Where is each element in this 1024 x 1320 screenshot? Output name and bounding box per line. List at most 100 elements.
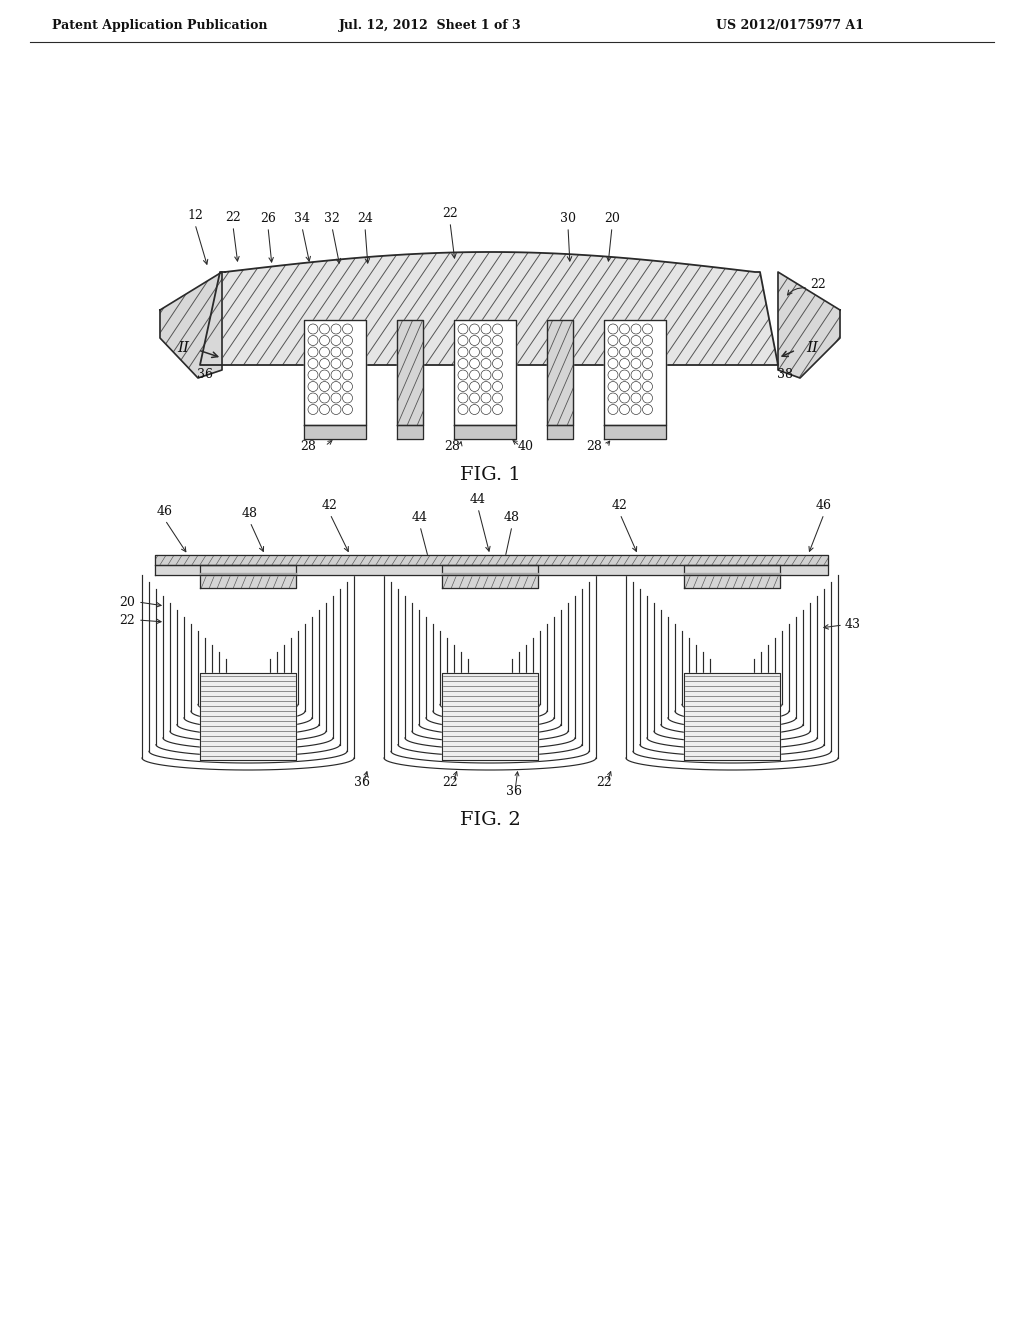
Polygon shape (155, 554, 828, 565)
Circle shape (319, 323, 330, 334)
Circle shape (342, 347, 352, 356)
Text: 36: 36 (197, 368, 213, 381)
Circle shape (620, 370, 630, 380)
Circle shape (481, 404, 490, 414)
Text: 32: 32 (324, 213, 340, 224)
Circle shape (469, 393, 479, 403)
Circle shape (631, 335, 641, 346)
Text: 48: 48 (504, 511, 520, 524)
Circle shape (331, 359, 341, 368)
Text: US 2012/0175977 A1: US 2012/0175977 A1 (716, 20, 864, 33)
Circle shape (308, 323, 318, 334)
Circle shape (342, 404, 352, 414)
Circle shape (481, 381, 490, 392)
Circle shape (319, 381, 330, 392)
Polygon shape (778, 272, 840, 378)
Polygon shape (160, 272, 222, 378)
Circle shape (493, 347, 503, 356)
Text: 22: 22 (810, 279, 825, 292)
Circle shape (620, 381, 630, 392)
Text: 20: 20 (604, 213, 620, 224)
Text: 43: 43 (845, 619, 861, 631)
Text: 36: 36 (506, 785, 522, 799)
Polygon shape (201, 672, 296, 760)
Circle shape (481, 347, 490, 356)
Circle shape (631, 347, 641, 356)
Text: 22: 22 (596, 776, 612, 789)
Circle shape (493, 381, 503, 392)
Circle shape (620, 393, 630, 403)
Text: 24: 24 (357, 213, 373, 224)
Circle shape (458, 381, 468, 392)
Circle shape (481, 370, 490, 380)
Circle shape (469, 404, 479, 414)
Circle shape (458, 335, 468, 346)
Circle shape (481, 359, 490, 368)
Circle shape (469, 381, 479, 392)
Text: FIG. 1: FIG. 1 (460, 466, 520, 484)
Circle shape (642, 323, 652, 334)
Polygon shape (200, 573, 296, 576)
Polygon shape (304, 425, 366, 440)
Text: 22: 22 (442, 207, 458, 220)
Circle shape (469, 370, 479, 380)
Text: 48: 48 (242, 507, 258, 520)
Polygon shape (200, 565, 296, 587)
Circle shape (469, 347, 479, 356)
Circle shape (620, 359, 630, 368)
Text: 42: 42 (323, 499, 338, 512)
Circle shape (608, 393, 618, 403)
Circle shape (493, 359, 503, 368)
Circle shape (469, 335, 479, 346)
Text: 46: 46 (157, 506, 173, 517)
Circle shape (331, 393, 341, 403)
Circle shape (631, 393, 641, 403)
Circle shape (481, 323, 490, 334)
Text: 22: 22 (442, 776, 458, 789)
Circle shape (642, 393, 652, 403)
Text: 28: 28 (300, 440, 316, 453)
Circle shape (308, 393, 318, 403)
Circle shape (308, 404, 318, 414)
Circle shape (319, 347, 330, 356)
Circle shape (331, 323, 341, 334)
Circle shape (308, 381, 318, 392)
Circle shape (642, 370, 652, 380)
Circle shape (331, 370, 341, 380)
Circle shape (493, 335, 503, 346)
Circle shape (631, 323, 641, 334)
Polygon shape (397, 425, 423, 440)
Polygon shape (684, 573, 780, 576)
Polygon shape (604, 319, 666, 425)
Circle shape (319, 359, 330, 368)
Circle shape (319, 404, 330, 414)
Polygon shape (547, 425, 573, 440)
Polygon shape (442, 573, 538, 576)
Text: FIG. 2: FIG. 2 (460, 810, 520, 829)
Text: Patent Application Publication: Patent Application Publication (52, 20, 267, 33)
Circle shape (458, 323, 468, 334)
Circle shape (631, 381, 641, 392)
Circle shape (608, 370, 618, 380)
Text: 26: 26 (260, 213, 275, 224)
Circle shape (342, 381, 352, 392)
Circle shape (642, 347, 652, 356)
Circle shape (319, 393, 330, 403)
Text: 28: 28 (586, 440, 602, 453)
Circle shape (642, 335, 652, 346)
Circle shape (342, 359, 352, 368)
Circle shape (608, 347, 618, 356)
Text: 42: 42 (612, 499, 628, 512)
Circle shape (620, 404, 630, 414)
Text: 44: 44 (470, 492, 486, 506)
Polygon shape (200, 252, 778, 366)
Circle shape (631, 370, 641, 380)
Circle shape (308, 347, 318, 356)
Circle shape (342, 335, 352, 346)
Circle shape (608, 381, 618, 392)
Polygon shape (547, 319, 573, 425)
Circle shape (331, 335, 341, 346)
Text: 34: 34 (294, 213, 310, 224)
Polygon shape (397, 319, 423, 425)
Polygon shape (454, 319, 516, 425)
